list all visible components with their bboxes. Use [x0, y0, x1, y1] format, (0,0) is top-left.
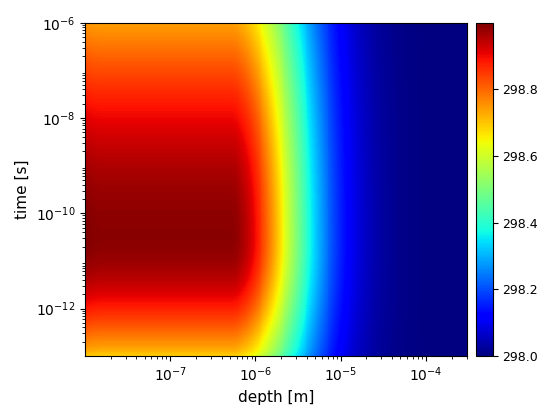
- Y-axis label: time [s]: time [s]: [15, 160, 30, 219]
- X-axis label: depth [m]: depth [m]: [237, 390, 314, 405]
